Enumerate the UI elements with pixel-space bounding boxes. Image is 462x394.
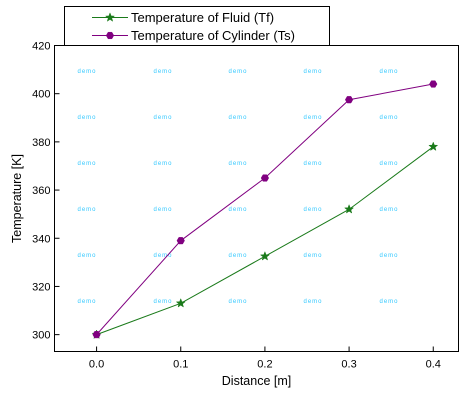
y-tick-label: 340 <box>32 233 50 245</box>
data-point-fluid <box>259 251 270 261</box>
watermark-text: demo <box>153 115 172 121</box>
y-tick-label: 360 <box>32 185 50 197</box>
watermark-text: demo <box>77 253 96 259</box>
watermark-text: demo <box>153 161 172 167</box>
watermark-text: demo <box>153 253 172 259</box>
watermark-text: demo <box>228 69 247 75</box>
y-tick-label: 400 <box>32 89 50 101</box>
legend: Temperature of Fluid (Tf) Temperature of … <box>64 6 330 46</box>
watermark-text: demo <box>303 161 322 167</box>
watermark-text: demo <box>303 253 322 259</box>
watermark-text: demo <box>77 299 96 305</box>
watermark-layer: demo demo demo demo demo demo demo demo demo demo… <box>77 69 398 305</box>
data-point-cylinder <box>429 80 438 88</box>
watermark-text: demo <box>379 253 398 259</box>
x-tick-label: 0.3 <box>341 359 356 371</box>
data-point-cylinder <box>260 174 270 182</box>
data-point-cylinder <box>92 331 101 339</box>
watermark-text: demo <box>379 161 398 167</box>
data-point-cylinder <box>344 96 354 104</box>
y-tick-label: 300 <box>32 330 50 342</box>
watermark-text: demo <box>77 69 96 75</box>
watermark-text: demo <box>379 299 398 305</box>
data-point-fluid <box>428 141 439 151</box>
watermark-text: demo <box>77 161 96 167</box>
watermark-text: demo <box>228 207 247 213</box>
x-axis-title: Distance [m] <box>222 374 291 388</box>
x-axis: 0.0 0.1 0.2 0.3 0.4 <box>89 346 441 371</box>
y-axis-title: Temperature [K] <box>10 154 24 243</box>
watermark-text: demo <box>228 299 247 305</box>
watermark-text: demo <box>228 253 247 259</box>
legend-label-fluid: Temperature of Fluid (Tf) <box>131 10 274 25</box>
watermark-text: demo <box>77 115 96 121</box>
watermark-text: demo <box>153 299 172 305</box>
watermark-text: demo <box>303 69 322 75</box>
watermark-text: demo <box>153 207 172 213</box>
y-tick-label: 320 <box>32 281 50 293</box>
legend-marker-fluid <box>104 12 116 22</box>
watermark-text: demo <box>303 299 322 305</box>
watermark-text: demo <box>379 115 398 121</box>
data-point-cylinder <box>176 237 185 245</box>
x-tick-label: 0.1 <box>173 359 188 371</box>
y-tick-label: 380 <box>32 137 50 149</box>
watermark-text: demo <box>77 207 96 213</box>
x-tick-label: 0.2 <box>257 359 272 371</box>
watermark-text: demo <box>228 115 247 121</box>
y-tick-label: 420 <box>32 41 50 53</box>
legend-marker-cylinder <box>105 31 115 40</box>
watermark-text: demo <box>379 207 398 213</box>
watermark-text: demo <box>303 115 322 121</box>
y-axis: 300 320 340 360 380 400 420 <box>32 41 60 342</box>
watermark-text: demo <box>303 207 322 213</box>
data-point-fluid <box>175 297 186 308</box>
watermark-text: demo <box>228 161 247 167</box>
data-point-fluid <box>344 204 355 214</box>
watermark-text: demo <box>379 69 398 75</box>
x-tick-label: 0.4 <box>426 359 441 371</box>
series-layer <box>91 80 439 339</box>
x-tick-label: 0.0 <box>89 359 104 371</box>
plot-frame <box>54 45 459 352</box>
watermark-text: demo <box>153 69 172 75</box>
legend-label-cylinder: Temperature of Cylinder (Ts) <box>131 28 295 43</box>
